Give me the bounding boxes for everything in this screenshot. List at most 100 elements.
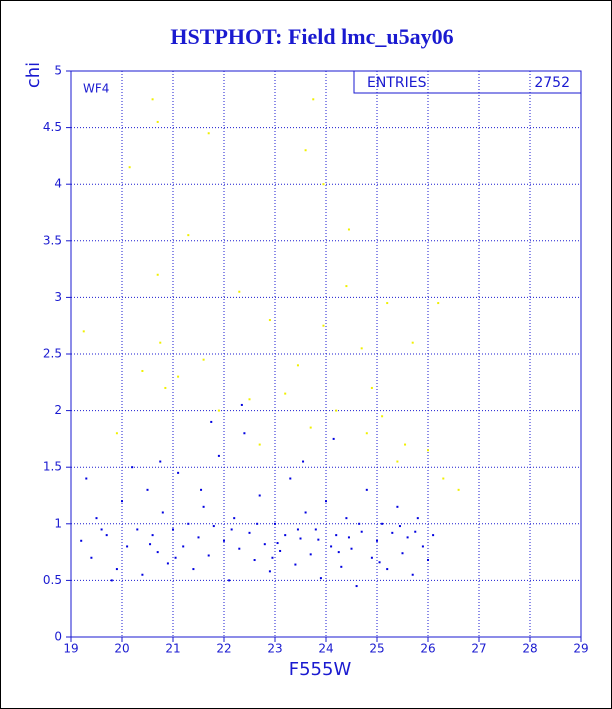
- scatter-point: [416, 517, 419, 520]
- scatter-point: [437, 302, 440, 305]
- scatter-point: [345, 285, 348, 288]
- y-tick-label: 4.5: [43, 120, 62, 134]
- scatter-point: [80, 539, 83, 542]
- scatter-point: [223, 539, 225, 542]
- scatter-point: [210, 420, 213, 423]
- scatter-point: [90, 556, 93, 559]
- scatter-point: [100, 528, 103, 531]
- scatter-point: [325, 500, 327, 503]
- scatter-point: [172, 528, 174, 531]
- y-tick-label: 1.5: [43, 460, 62, 474]
- scatter-point: [330, 545, 333, 548]
- scatter-point: [258, 494, 261, 497]
- scatter-point: [253, 559, 256, 562]
- scatter-point: [268, 570, 271, 573]
- scatter-point: [421, 545, 424, 548]
- scatter-point: [228, 579, 231, 582]
- x-tick-label: 22: [216, 642, 231, 656]
- scatter-point: [427, 559, 429, 562]
- scatter-point: [128, 166, 131, 169]
- scatter-point: [200, 488, 203, 491]
- scatter-point: [248, 398, 251, 401]
- scatter-point: [406, 536, 409, 539]
- scatter-point: [258, 443, 261, 446]
- scatter-point: [391, 531, 394, 534]
- scatter-point: [381, 415, 384, 418]
- scatter-point: [243, 432, 246, 435]
- scatter-point: [360, 530, 363, 533]
- scatter-point: [312, 98, 315, 101]
- plot-frame: [70, 70, 582, 638]
- scatter-point: [115, 568, 118, 571]
- scatter-point: [238, 547, 241, 550]
- scatter-point: [197, 536, 200, 539]
- y-tick-label: 3.5: [43, 233, 62, 247]
- scatter-point: [217, 454, 220, 457]
- scatter-point: [317, 538, 320, 541]
- scatter-point: [358, 522, 361, 525]
- x-tick-label: 24: [318, 642, 333, 656]
- scatter-point: [85, 477, 88, 480]
- scatter-point: [156, 551, 159, 554]
- scatter-point: [322, 324, 325, 327]
- chart-title: HSTPHOT: Field lmc_u5ay06: [170, 24, 453, 49]
- scatter-point: [256, 522, 259, 525]
- scatter-point: [411, 573, 414, 576]
- scatter-point: [386, 568, 389, 571]
- scatter-point: [105, 534, 108, 537]
- scatter-point: [376, 539, 378, 542]
- scatter-point: [345, 517, 348, 520]
- scatter-point: [82, 330, 85, 333]
- scatter-point: [284, 534, 287, 537]
- scatter-point: [398, 525, 401, 528]
- scatter-point: [314, 528, 317, 531]
- x-tick-label: 23: [267, 642, 282, 656]
- scatter-point: [141, 369, 144, 372]
- scatter-point: [202, 505, 205, 508]
- scatter-point: [299, 537, 302, 540]
- scatter-point: [121, 500, 123, 503]
- scatter-point: [146, 488, 149, 491]
- scatter-point: [136, 528, 139, 531]
- x-tick-label: 25: [369, 642, 384, 656]
- x-axis-label: F555W: [289, 659, 352, 680]
- x-tick-label: 27: [471, 642, 486, 656]
- scatter-point: [177, 471, 180, 474]
- x-tick-label: 20: [114, 642, 129, 656]
- scatter-point: [248, 531, 251, 534]
- scatter-point: [217, 409, 220, 412]
- scatter-point: [411, 341, 414, 344]
- scatter-point: [141, 573, 144, 576]
- scatter-point: [350, 547, 353, 550]
- y-tick-label: 1: [54, 516, 62, 530]
- scatter-point: [322, 183, 325, 186]
- scatter-point: [131, 466, 134, 469]
- panel-label: WF4: [83, 82, 109, 96]
- scatter-point: [332, 437, 335, 440]
- scatter-point: [309, 553, 312, 556]
- scatter-point: [164, 386, 167, 389]
- scatter-point: [340, 565, 343, 568]
- scatter-point: [304, 511, 307, 514]
- scatter-point: [365, 432, 368, 435]
- scatter-point: [294, 563, 297, 566]
- scatter-point: [432, 534, 435, 537]
- scatter-point: [238, 290, 241, 293]
- scatter-point: [233, 517, 236, 520]
- y-axis-label: chi: [23, 62, 44, 88]
- scatter-point: [192, 568, 195, 571]
- scatter-point: [276, 542, 279, 545]
- x-tick-label: 19: [63, 642, 78, 656]
- scatter-point: [187, 522, 190, 525]
- scatter-point: [187, 234, 190, 237]
- scatter-point: [159, 460, 162, 463]
- scatter-point: [174, 556, 177, 559]
- x-tick-label: 26: [420, 642, 435, 656]
- y-tick-label: 0.5: [43, 573, 62, 587]
- scatter-point: [370, 556, 373, 559]
- scatter-point: [347, 536, 350, 539]
- scatter-point: [337, 551, 340, 554]
- scatter-point: [396, 505, 399, 508]
- scatter-point: [230, 528, 233, 531]
